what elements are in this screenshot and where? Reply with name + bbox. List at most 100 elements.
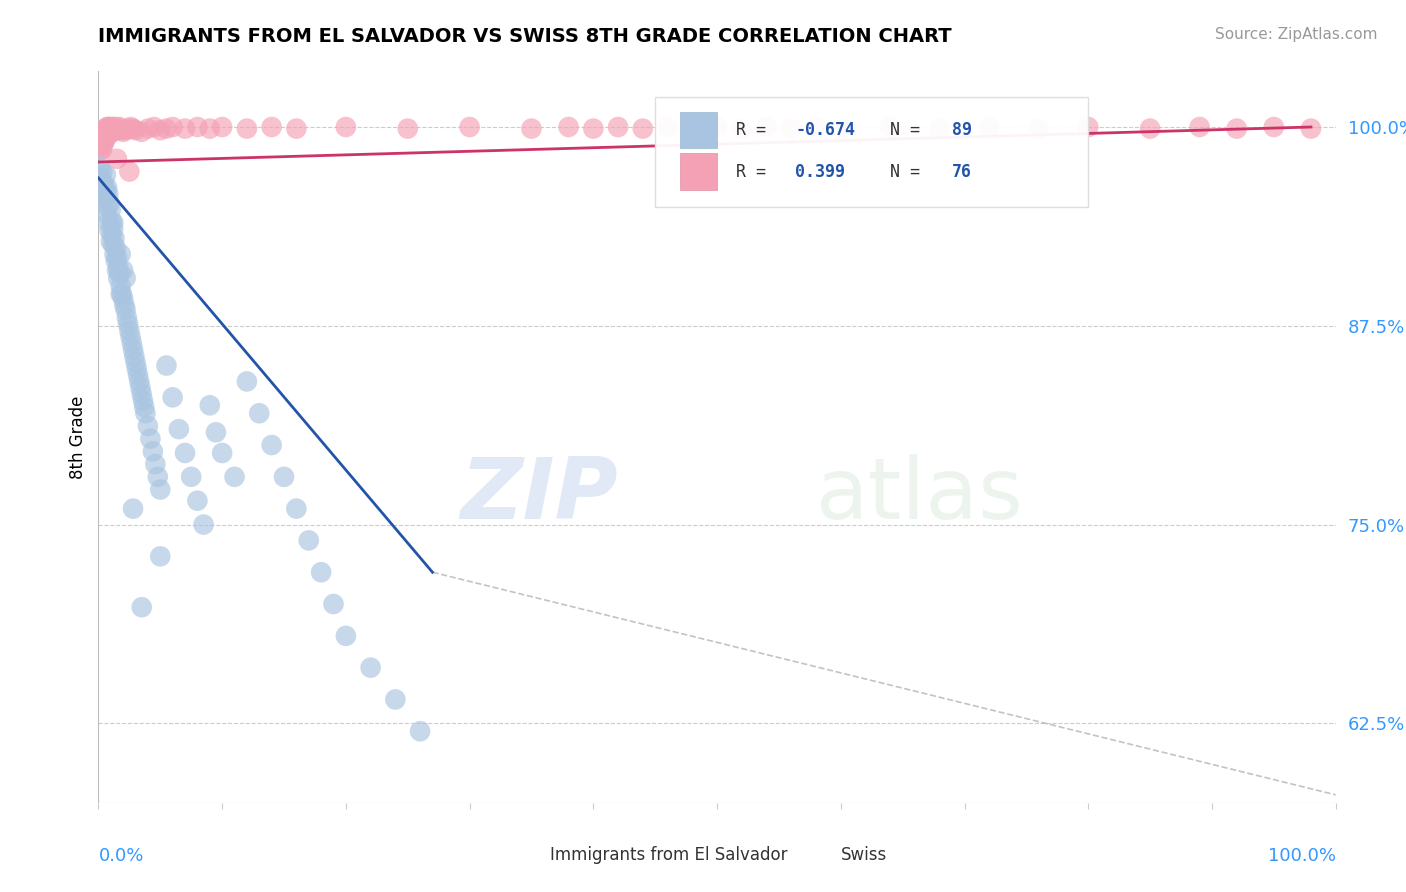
Point: [162, 390, 184, 404]
Point: [211, 120, 233, 134]
Point: [1263, 120, 1285, 134]
Point: [93, 134, 115, 148]
Point: [103, 221, 125, 235]
Point: [1139, 121, 1161, 136]
Point: [91, 184, 114, 198]
Text: N =: N =: [890, 162, 931, 180]
Text: ZIP: ZIP: [460, 454, 619, 537]
Point: [1188, 120, 1211, 134]
Point: [94, 168, 117, 182]
Point: [104, 253, 127, 268]
Point: [115, 310, 138, 325]
Point: [105, 251, 128, 265]
Point: [260, 120, 283, 134]
Point: [127, 368, 149, 382]
Point: [89, 160, 111, 174]
Text: -0.674: -0.674: [794, 121, 855, 139]
FancyBboxPatch shape: [506, 845, 537, 865]
Text: IMMIGRANTS FROM EL SALVADOR VS SWISS 8TH GRADE CORRELATION CHART: IMMIGRANTS FROM EL SALVADOR VS SWISS 8TH…: [98, 27, 952, 45]
Point: [128, 375, 150, 389]
Point: [114, 302, 136, 317]
Point: [105, 263, 128, 277]
Point: [94, 121, 117, 136]
Point: [100, 121, 122, 136]
Point: [458, 120, 481, 134]
Point: [103, 231, 125, 245]
Text: 100.0%: 100.0%: [1268, 847, 1336, 864]
Point: [97, 125, 120, 139]
Point: [118, 324, 141, 338]
Point: [90, 139, 112, 153]
Text: R =: R =: [735, 162, 786, 180]
Point: [117, 121, 139, 136]
FancyBboxPatch shape: [655, 97, 1088, 207]
Point: [89, 144, 111, 158]
Point: [657, 120, 679, 134]
Point: [124, 349, 146, 363]
Point: [114, 123, 136, 137]
Point: [100, 235, 122, 249]
Point: [120, 120, 142, 134]
Point: [110, 247, 132, 261]
Point: [879, 120, 901, 134]
Point: [285, 501, 308, 516]
Point: [322, 597, 344, 611]
Point: [143, 457, 166, 471]
Point: [520, 121, 543, 136]
Point: [139, 432, 162, 446]
Point: [298, 533, 321, 548]
Point: [285, 121, 308, 136]
Text: 0.0%: 0.0%: [98, 847, 143, 864]
Point: [91, 129, 114, 144]
Point: [1077, 120, 1099, 134]
Point: [112, 263, 135, 277]
Point: [146, 470, 169, 484]
Point: [96, 128, 118, 142]
Point: [755, 120, 778, 134]
Point: [125, 361, 148, 376]
Point: [193, 517, 215, 532]
Point: [804, 120, 827, 134]
Point: [149, 123, 172, 137]
Point: [103, 247, 125, 261]
Point: [97, 215, 120, 229]
Point: [100, 202, 122, 217]
Point: [681, 121, 703, 136]
Point: [118, 164, 141, 178]
Point: [103, 120, 125, 134]
Point: [396, 121, 419, 136]
Point: [103, 121, 125, 136]
Point: [134, 400, 156, 414]
Point: [131, 600, 153, 615]
Point: [131, 387, 153, 401]
Text: Swiss: Swiss: [841, 846, 887, 863]
Point: [90, 170, 112, 185]
Point: [236, 121, 259, 136]
Point: [104, 120, 127, 134]
Point: [121, 336, 143, 351]
Point: [96, 200, 118, 214]
Point: [129, 381, 152, 395]
Point: [631, 121, 654, 136]
Point: [1226, 121, 1249, 136]
Point: [136, 419, 159, 434]
Point: [155, 359, 177, 373]
Point: [110, 279, 132, 293]
Point: [105, 152, 128, 166]
Point: [100, 127, 122, 141]
Point: [93, 127, 115, 141]
Point: [122, 343, 145, 357]
Point: [124, 355, 146, 369]
Point: [98, 123, 121, 137]
Point: [91, 164, 114, 178]
Text: Immigrants from El Salvador: Immigrants from El Salvador: [550, 846, 787, 863]
Point: [117, 317, 139, 331]
Point: [607, 120, 630, 134]
Point: [205, 425, 228, 440]
Point: [186, 120, 208, 134]
Point: [103, 237, 125, 252]
Point: [260, 438, 283, 452]
Point: [112, 292, 135, 306]
Point: [186, 493, 208, 508]
Point: [928, 121, 950, 136]
